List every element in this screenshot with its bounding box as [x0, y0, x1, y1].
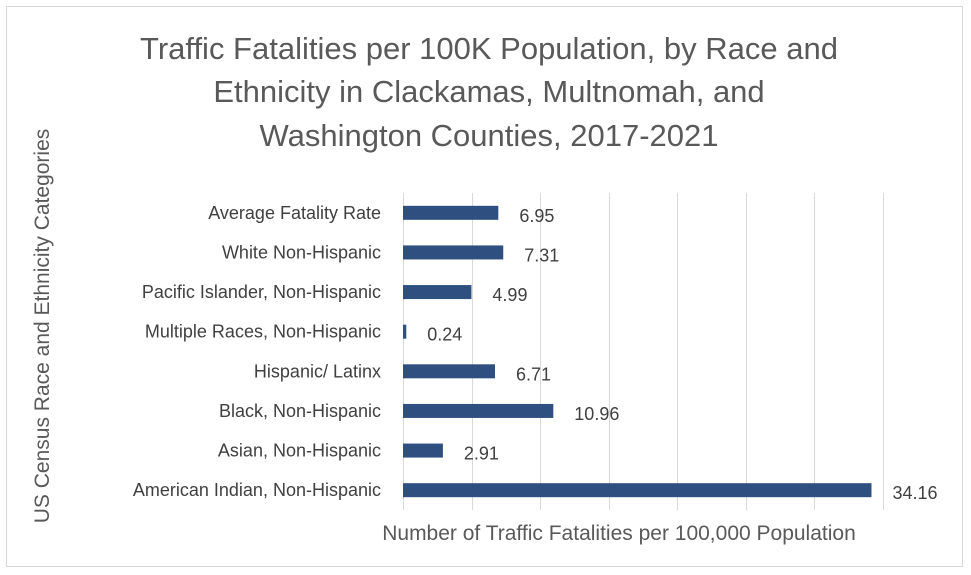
data-label: 0.24 [427, 325, 462, 345]
bar [403, 403, 554, 418]
bar [403, 483, 872, 498]
x-axis-title: Number of Traffic Fatalities per 100,000… [382, 522, 856, 545]
y-axis-title: US Census Race and Ethnicity Categories [31, 129, 54, 524]
category-label: White Non-Hispanic [222, 242, 381, 262]
category-label: Black, Non-Hispanic [219, 401, 381, 421]
bar [403, 364, 496, 379]
category-label: Multiple Races, Non-Hispanic [145, 322, 381, 342]
data-label: 10.96 [574, 404, 619, 424]
chart-title-line-3: Washington Counties, 2017-2021 [260, 118, 719, 153]
bar [403, 245, 504, 260]
bar [403, 285, 472, 300]
data-label: 6.71 [516, 364, 551, 384]
category-label: Pacific Islander, Non-Hispanic [142, 282, 381, 302]
bar [403, 443, 443, 458]
category-label: Hispanic/ Latinx [254, 361, 381, 381]
category-label: Asian, Non-Hispanic [218, 441, 381, 461]
bar [403, 324, 407, 339]
data-label: 2.91 [464, 444, 499, 464]
data-label: 4.99 [492, 285, 527, 305]
chart-frame [6, 6, 963, 567]
bar [403, 205, 499, 220]
data-label: 7.31 [524, 245, 559, 265]
category-label: Average Fatality Rate [208, 203, 381, 223]
chart-title-line-1: Traffic Fatalities per 100K Population, … [140, 31, 838, 66]
data-label: 34.16 [892, 483, 937, 503]
bars: Average Fatality Rate 6.95 White Non-Hispa… [133, 203, 938, 503]
data-label: 6.95 [519, 206, 554, 226]
category-label: American Indian, Non-Hispanic [133, 480, 381, 500]
chart-title-line-2: Ethnicity in Clackamas, Multnomah, and [213, 74, 764, 109]
